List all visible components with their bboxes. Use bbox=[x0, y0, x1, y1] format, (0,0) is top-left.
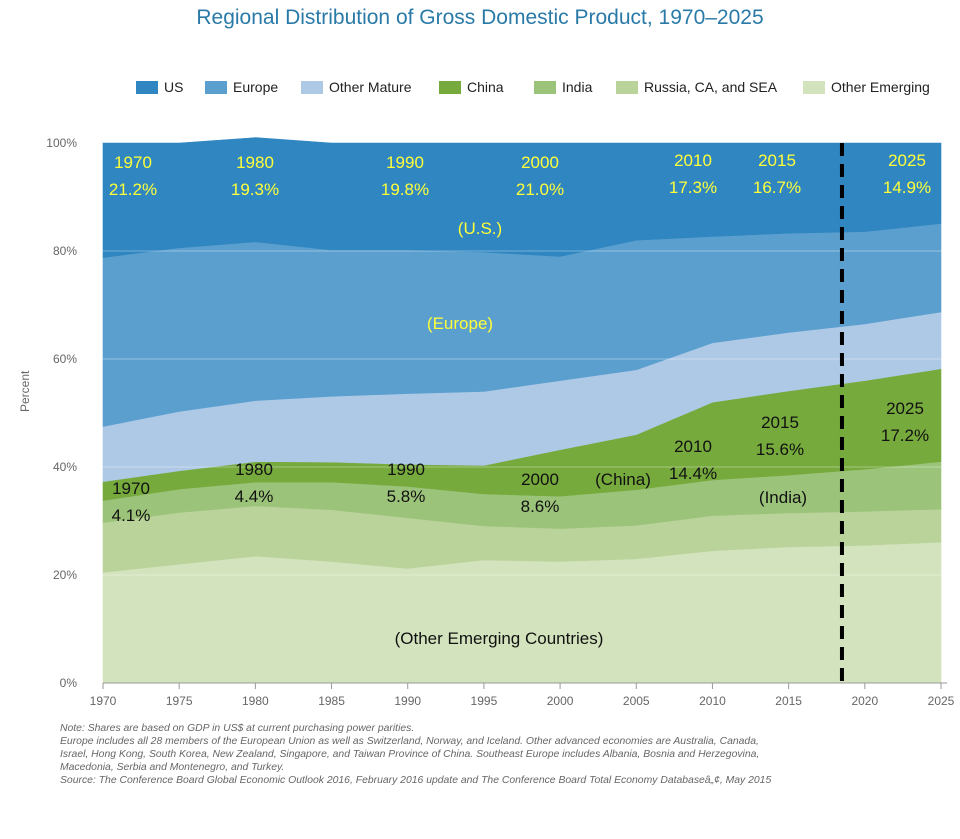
region-label-india: (India) bbox=[759, 488, 807, 507]
us-annotation-year: 1990 bbox=[386, 153, 424, 172]
note-line: Europe includes all 28 members of the Eu… bbox=[60, 736, 759, 747]
region-label-us: (U.S.) bbox=[458, 219, 502, 238]
china-annotation-share: 14.4% bbox=[669, 464, 717, 483]
us-annotation-share: 19.8% bbox=[381, 180, 429, 199]
y-tick-label: 40% bbox=[53, 460, 77, 474]
region-label-other-emerging: (Other Emerging Countries) bbox=[395, 629, 604, 648]
china-annotation-year: 2015 bbox=[761, 413, 799, 432]
footnotes: Note: Shares are based on GDP in US$ at … bbox=[60, 722, 940, 787]
x-tick-label: 2000 bbox=[547, 694, 574, 708]
legend-swatch bbox=[803, 81, 825, 94]
us-annotation-year: 1970 bbox=[114, 153, 152, 172]
china-annotation-year: 2000 bbox=[521, 470, 559, 489]
legend-label: China bbox=[467, 79, 504, 95]
us-annotation-share: 21.2% bbox=[109, 180, 157, 199]
chart-title: Regional Distribution of Gross Domestic … bbox=[196, 6, 764, 29]
x-tick-label: 2025 bbox=[928, 694, 955, 708]
y-tick-label: 80% bbox=[53, 244, 77, 258]
us-annotation-year: 2000 bbox=[521, 153, 559, 172]
china-annotation-share: 17.2% bbox=[881, 426, 929, 445]
china-annotation-year: 2025 bbox=[886, 399, 924, 418]
x-tick-label: 2020 bbox=[851, 694, 878, 708]
china-annotation-year: 1980 bbox=[235, 460, 273, 479]
china-annotation-year: 1990 bbox=[387, 460, 425, 479]
china-annotation-share: 4.1% bbox=[112, 506, 151, 525]
note-line: Israel, Hong Kong, South Korea, New Zeal… bbox=[60, 749, 760, 760]
y-tick-label: 20% bbox=[53, 568, 77, 582]
x-tick-label: 2015 bbox=[775, 694, 802, 708]
china-annotation-share: 15.6% bbox=[756, 440, 804, 459]
us-annotation-share: 14.9% bbox=[883, 178, 931, 197]
legend-label: India bbox=[562, 79, 593, 95]
us-annotation-year: 1980 bbox=[236, 153, 274, 172]
legend-swatch bbox=[439, 81, 461, 94]
x-tick-label: 1975 bbox=[166, 694, 193, 708]
legend-label: Other Mature bbox=[329, 79, 412, 95]
china-annotation-share: 4.4% bbox=[235, 487, 274, 506]
us-annotation-year: 2010 bbox=[674, 151, 712, 170]
legend-label: Russia, CA, and SEA bbox=[644, 79, 778, 95]
china-annotation-share: 5.8% bbox=[387, 487, 426, 506]
us-annotation-share: 19.3% bbox=[231, 180, 279, 199]
y-tick-label: 100% bbox=[46, 136, 77, 150]
x-tick-label: 2010 bbox=[699, 694, 726, 708]
china-annotation-year: 1970 bbox=[112, 479, 150, 498]
x-tick-label: 1970 bbox=[90, 694, 117, 708]
area-us bbox=[102, 137, 942, 258]
x-tick-label: 1980 bbox=[242, 694, 269, 708]
y-tick-label: 0% bbox=[60, 676, 78, 690]
legend-label: Europe bbox=[233, 79, 279, 95]
legend-label: Other Emerging bbox=[831, 79, 930, 95]
legend-swatch bbox=[205, 81, 227, 94]
x-tick-label: 2005 bbox=[623, 694, 650, 708]
legend-swatch bbox=[534, 81, 556, 94]
note-line: Note: Shares are based on GDP in US$ at … bbox=[60, 723, 415, 734]
us-annotation-share: 17.3% bbox=[669, 178, 717, 197]
x-tick-label: 1990 bbox=[394, 694, 421, 708]
x-tick-label: 1995 bbox=[471, 694, 498, 708]
y-tick-label: 60% bbox=[53, 352, 77, 366]
x-tick-label: 1985 bbox=[318, 694, 345, 708]
region-label-china: (China) bbox=[595, 470, 651, 489]
us-annotation-year: 2025 bbox=[888, 151, 926, 170]
us-annotation-year: 2015 bbox=[758, 151, 796, 170]
note-line: Macedonia, Serbia and Montenegro, and Tu… bbox=[60, 762, 285, 773]
y-axis-label: Percent bbox=[18, 370, 32, 412]
region-label-europe: (Europe) bbox=[427, 314, 493, 333]
us-annotation-share: 21.0% bbox=[516, 180, 564, 199]
legend-swatch bbox=[616, 81, 638, 94]
legend: US Europe Other Mature China India Russia, CA… bbox=[136, 78, 956, 98]
legend-swatch bbox=[301, 81, 323, 94]
us-annotation-share: 16.7% bbox=[753, 178, 801, 197]
note-line: Source: The Conference Board Global Econ… bbox=[60, 775, 772, 786]
china-annotation-share: 8.6% bbox=[521, 497, 560, 516]
area-other-emerging bbox=[102, 541, 942, 684]
legend-label: US bbox=[164, 79, 184, 95]
legend-swatch bbox=[136, 81, 158, 94]
china-annotation-year: 2010 bbox=[674, 437, 712, 456]
